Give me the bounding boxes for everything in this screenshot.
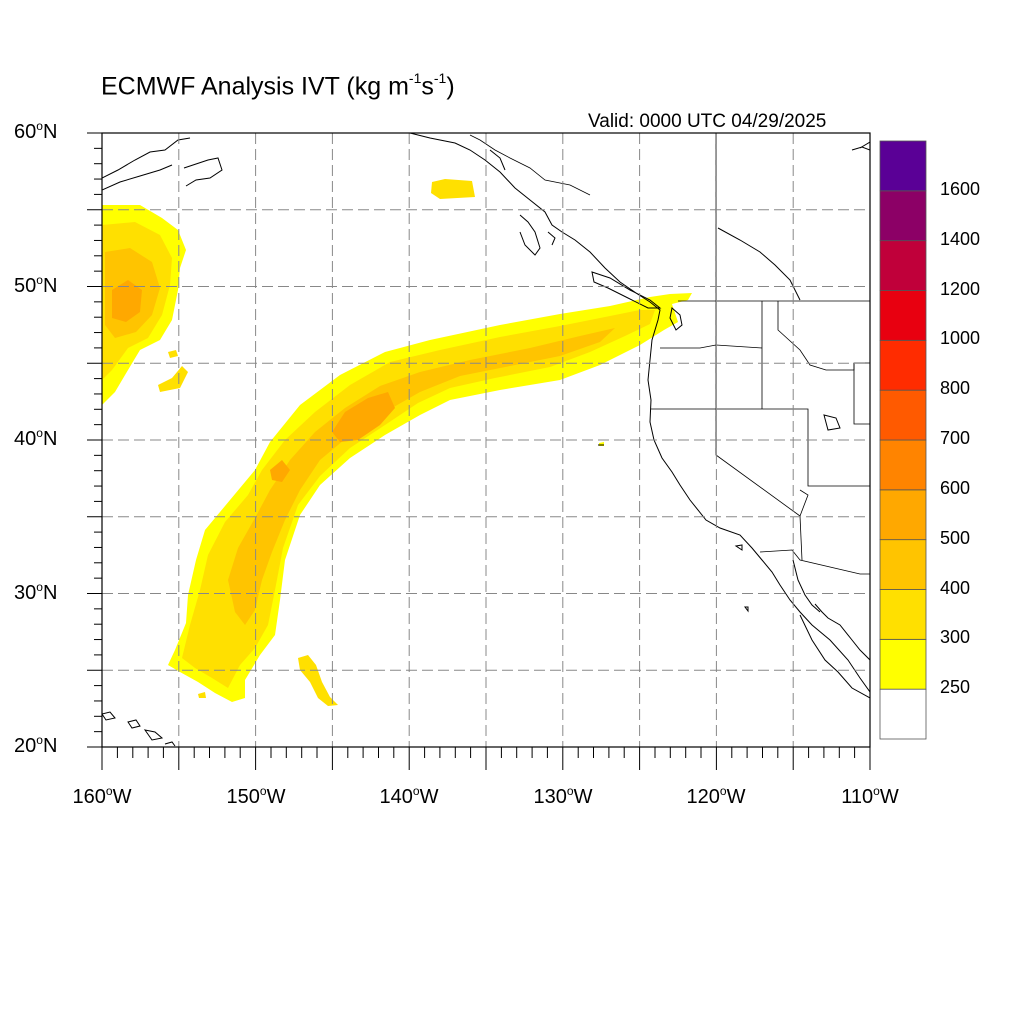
gridlines [102, 133, 870, 747]
valid-time-label: Valid: 0000 UTC 04/29/2025 [588, 111, 827, 132]
ivt-contour-400 [228, 328, 615, 625]
ivt-patch-small1 [158, 366, 188, 392]
colorbar-box [879, 589, 927, 640]
colorbar-label: 800 [940, 378, 971, 399]
ivt-contour-500-west [112, 280, 142, 322]
colorbar-box [879, 489, 927, 541]
colorbar-label: 300 [940, 627, 971, 648]
lon-label-120w: 120oW [686, 784, 746, 808]
ivt-shading [102, 133, 870, 747]
colorbar-box [879, 290, 927, 341]
ivt-patch-north [431, 179, 475, 199]
lat-label-60n: 60oN [14, 119, 58, 143]
colorbar-box [879, 638, 927, 690]
colorbar-label: 600 [940, 477, 971, 498]
colorbar-label: 1200 [940, 278, 981, 299]
colorbar-label: 1600 [940, 178, 981, 199]
colorbar-box [879, 688, 927, 740]
chart-title: ECMWF Analysis IVT (kg m-1s-1) [101, 70, 455, 101]
colorbar-box [879, 539, 927, 590]
lon-label-150w: 150oW [226, 784, 286, 808]
lon-label-130w: 130oW [533, 784, 593, 808]
ivt-patch-small2 [168, 350, 178, 358]
lon-label-110w: 110oW [841, 784, 899, 808]
colorbar-box [879, 389, 927, 441]
colorbar-box [879, 190, 927, 242]
ivt-contour-500 [332, 392, 395, 442]
colorbar-label: 1000 [940, 328, 981, 349]
colorbar-label: 700 [940, 428, 971, 448]
colorbar-label: 1400 [940, 228, 981, 249]
ivt-contour-500b [270, 460, 290, 482]
colorbar-label: 500 [940, 527, 971, 548]
lat-label-50n: 50oN [14, 273, 58, 297]
lat-label-30n: 30oN [14, 580, 58, 604]
colorbar-box [879, 140, 927, 192]
ivt-patch-small3 [198, 692, 206, 698]
lon-label-140w: 140oW [379, 784, 439, 808]
lat-label-20n: 20oN [14, 733, 58, 757]
colorbar-box [879, 439, 927, 491]
lat-label-40n: 40oN [14, 426, 58, 450]
colorbar-label: 250 [940, 677, 971, 698]
colorbar-box [879, 240, 927, 291]
colorbar [879, 140, 927, 740]
colorbar-box [879, 339, 927, 391]
ivt-patch-south [298, 655, 338, 706]
axis-ticks [87, 132, 871, 770]
lon-label-160w: 160oW [72, 784, 132, 808]
colorbar-label: 400 [940, 577, 971, 598]
coastlines [102, 133, 870, 747]
